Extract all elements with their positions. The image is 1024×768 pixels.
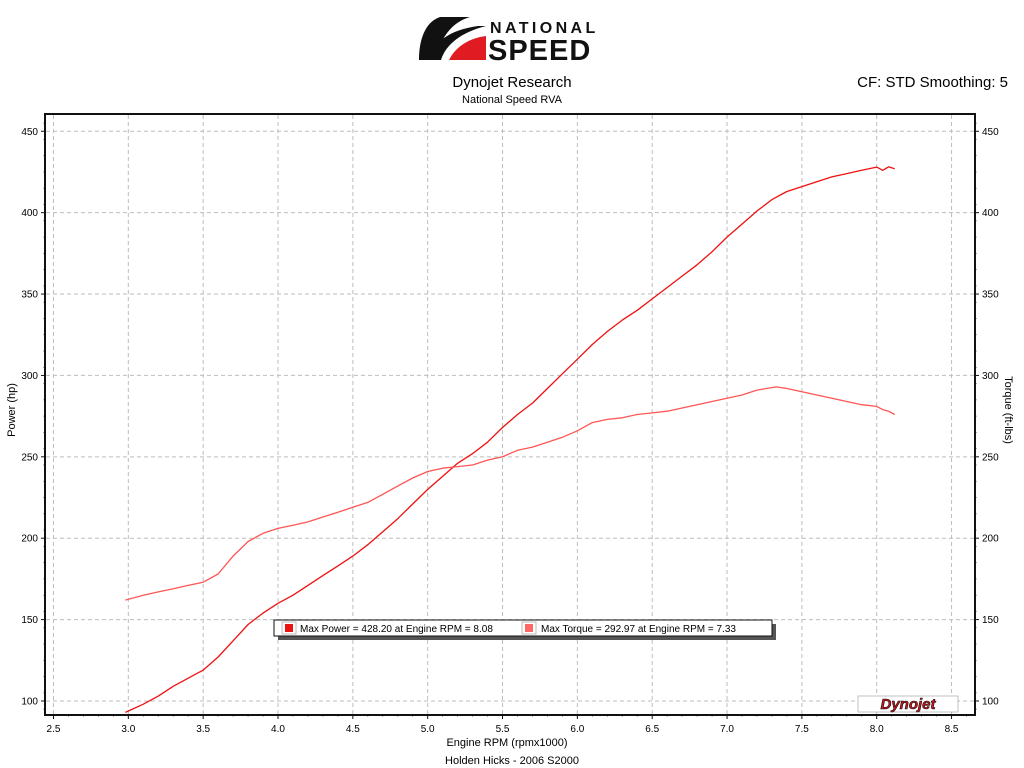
- y-tick-label-right: 350: [982, 290, 999, 301]
- y-tick-label-right: 400: [982, 208, 999, 219]
- chart-title: Dynojet Research: [452, 74, 571, 91]
- logo-brand-top: NATIONAL: [490, 20, 599, 37]
- x-tick-label: 5.5: [496, 724, 510, 735]
- logo-red-swoosh: [449, 36, 486, 60]
- y-tick-label-left: 200: [21, 534, 38, 545]
- y-axis-title-left: Power (hp): [6, 383, 18, 437]
- y-tick-label-left: 300: [21, 371, 38, 382]
- power-series-line: [125, 166, 895, 713]
- badge-background: [857, 695, 959, 713]
- x-tick-label: 3.5: [196, 724, 210, 735]
- national-speed-logo: NATIONAL SPEED: [419, 17, 599, 67]
- dynojet-logo: Dynojet: [880, 696, 936, 713]
- settings-label: CF: STD Smoothing: 5: [857, 74, 1008, 91]
- x-tick-label: 4.5: [346, 724, 360, 735]
- y-tick-label-left: 100: [21, 696, 38, 707]
- y-tick-label-right: 150: [982, 615, 999, 626]
- y-tick-label-left: 250: [21, 452, 38, 463]
- y-tick-label-right: 100: [982, 696, 999, 707]
- y-tick-label-left: 350: [21, 290, 38, 301]
- x-tick-label: 8.5: [945, 724, 959, 735]
- legend-power-label: Max Power = 428.20 at Engine RPM = 8.08: [300, 624, 493, 635]
- torque-series-line: [125, 386, 896, 601]
- run-label: Holden Hicks - 2006 S2000: [445, 755, 579, 767]
- y-tick-label-left: 450: [21, 127, 38, 138]
- x-tick-label: 8.0: [870, 724, 884, 735]
- legend-torque-swatch: [525, 624, 533, 632]
- dynojet-badge: Dynojet: [857, 695, 959, 713]
- legend-power-swatch: [285, 624, 293, 632]
- x-tick-label: 6.0: [570, 724, 584, 735]
- x-tick-label: 4.0: [271, 724, 285, 735]
- x-tick-label: 7.5: [795, 724, 809, 735]
- chart-subtitle: National Speed RVA: [462, 94, 563, 106]
- y-tick-label-right: 300: [982, 371, 999, 382]
- legend-torque-label: Max Torque = 292.97 at Engine RPM = 7.33: [541, 624, 736, 635]
- y-tick-label-right: 250: [982, 452, 999, 463]
- series-lines: [125, 166, 896, 713]
- x-tick-label: 2.5: [47, 724, 61, 735]
- plot-frame: [44, 113, 976, 716]
- axis-ticks: 2.5 3.0 3.5 4.0 4.5 5.0 5.5 6.0 6.5 7.0 7.5 8.0 8.5 1…: [21, 122, 999, 735]
- x-tick-label: 3.0: [121, 724, 135, 735]
- x-tick-label: 5.0: [421, 724, 435, 735]
- x-axis-title: Engine RPM (rpmx1000): [446, 737, 567, 749]
- y-tick-label-right: 450: [982, 127, 999, 138]
- legend: Max Power = 428.20 at Engine RPM = 8.08 …: [273, 619, 776, 640]
- logo-brand-bottom: SPEED: [488, 35, 591, 67]
- x-tick-label: 6.5: [645, 724, 659, 735]
- y-tick-label-left: 400: [21, 208, 38, 219]
- y-axis-title-right: Torque (ft-lbs): [1002, 376, 1014, 444]
- y-tick-label-left: 150: [21, 615, 38, 626]
- x-tick-label: 7.0: [720, 724, 734, 735]
- y-tick-label-right: 200: [982, 534, 999, 545]
